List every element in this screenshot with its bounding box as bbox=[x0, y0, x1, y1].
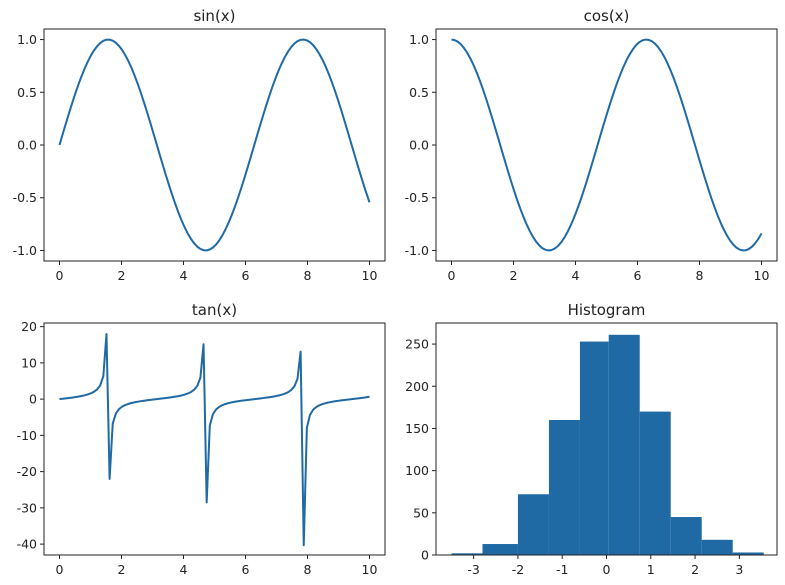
axes-frame bbox=[43, 322, 386, 556]
x-tick-label: 4 bbox=[572, 268, 580, 283]
y-tick-label: -1.0 bbox=[13, 243, 37, 258]
y-tick-label: -0.5 bbox=[405, 190, 429, 205]
histogram-bar bbox=[517, 494, 549, 555]
y-tick-label: 0.0 bbox=[409, 138, 429, 153]
x-tick-label: 10 bbox=[362, 268, 378, 283]
x-tick-label: 10 bbox=[362, 562, 378, 577]
y-tick-label: 10 bbox=[21, 355, 37, 370]
subplot-histogram: Histogram -3 -2 -1 0 1 2 3 0 50 100 150 200 250 bbox=[405, 301, 778, 577]
histogram-bar bbox=[670, 517, 702, 555]
y-tick-label: 250 bbox=[405, 337, 429, 352]
y-tick-label: -1.0 bbox=[405, 243, 429, 258]
histogram-bar bbox=[451, 553, 483, 555]
axes-frame bbox=[43, 28, 386, 262]
axes-frame bbox=[435, 28, 778, 262]
x-tick-label: 2 bbox=[510, 268, 518, 283]
x-tick-label: 4 bbox=[180, 562, 188, 577]
x-tick-label: 0 bbox=[603, 562, 611, 577]
histogram-bar bbox=[579, 341, 609, 555]
y-tick-label: 20 bbox=[21, 319, 37, 334]
y-tick-label: 150 bbox=[405, 421, 429, 436]
histogram-bar bbox=[732, 552, 764, 555]
x-tick-label: 8 bbox=[304, 268, 312, 283]
series-line bbox=[451, 38, 763, 252]
histogram-bar bbox=[639, 411, 671, 555]
subplot-title: sin(x) bbox=[193, 7, 235, 25]
y-tick-label: 0 bbox=[421, 548, 429, 563]
y-tick-label: 1.0 bbox=[409, 32, 429, 47]
x-tick-label: -3 bbox=[467, 562, 479, 577]
y-tick-label: 0.5 bbox=[17, 85, 37, 100]
x-tick-label: 10 bbox=[754, 268, 770, 283]
subplot-title: Histogram bbox=[568, 301, 646, 319]
x-tick-label: 2 bbox=[691, 562, 699, 577]
x-tick-label: 2 bbox=[118, 562, 126, 577]
subplot-sin-x-: sin(x) 0 2 4 6 8 10 -1.0 -0.5 0.0 0.5 1.0 bbox=[13, 7, 386, 283]
subplot-title: tan(x) bbox=[192, 301, 237, 319]
y-tick-label: -30 bbox=[17, 500, 37, 515]
x-tick-label: 0 bbox=[56, 562, 64, 577]
x-tick-label: 6 bbox=[242, 562, 250, 577]
x-tick-label: -1 bbox=[556, 562, 568, 577]
x-tick-label: 8 bbox=[696, 268, 704, 283]
subplot-title: cos(x) bbox=[584, 7, 630, 25]
series-line bbox=[58, 38, 371, 252]
histogram-bar bbox=[482, 544, 518, 555]
y-tick-label: 50 bbox=[413, 505, 429, 520]
y-tick-label: 0.0 bbox=[17, 138, 37, 153]
subplot-cos-x-: cos(x) 0 2 4 6 8 10 -1.0 -0.5 0.0 0.5 1.0 bbox=[405, 7, 778, 283]
x-tick-label: 0 bbox=[56, 268, 64, 283]
x-tick-label: 3 bbox=[735, 562, 743, 577]
x-tick-label: 2 bbox=[118, 268, 126, 283]
x-tick-label: 1 bbox=[647, 562, 655, 577]
subplot-tan-x-: tan(x) 0 2 4 6 8 10 -40 -30 -20 -10 0 10 20 bbox=[17, 301, 386, 577]
x-tick-label: 6 bbox=[634, 268, 642, 283]
x-tick-label: 4 bbox=[180, 268, 188, 283]
series-line bbox=[59, 333, 370, 547]
y-tick-label: 0.5 bbox=[409, 85, 429, 100]
y-tick-label: -40 bbox=[17, 537, 37, 552]
y-tick-label: -20 bbox=[17, 464, 37, 479]
y-tick-label: -0.5 bbox=[13, 190, 37, 205]
y-tick-label: 0 bbox=[29, 392, 37, 407]
x-tick-label: -2 bbox=[512, 562, 524, 577]
x-tick-label: 0 bbox=[448, 268, 456, 283]
x-tick-label: 6 bbox=[242, 268, 250, 283]
histogram-bar bbox=[608, 334, 640, 555]
histogram-bar bbox=[701, 539, 733, 555]
y-tick-label: 1.0 bbox=[17, 32, 37, 47]
y-tick-label: -10 bbox=[17, 428, 37, 443]
y-tick-label: 100 bbox=[405, 463, 429, 478]
y-tick-label: 200 bbox=[405, 379, 429, 394]
x-tick-label: 8 bbox=[304, 562, 312, 577]
histogram-bar bbox=[548, 420, 580, 555]
